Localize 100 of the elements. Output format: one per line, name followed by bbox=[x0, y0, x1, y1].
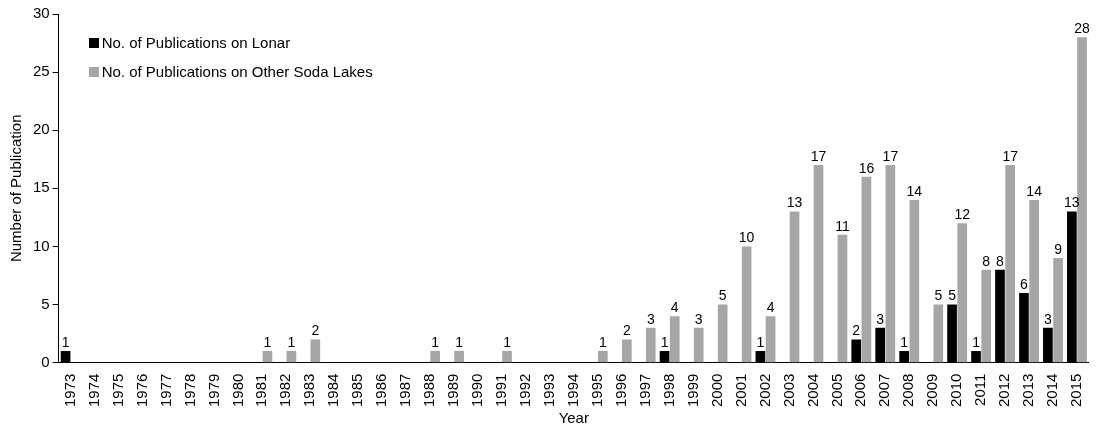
bar bbox=[1053, 258, 1063, 363]
data-label: 1 bbox=[287, 333, 296, 350]
data-label: 1 bbox=[431, 333, 440, 350]
bar bbox=[837, 234, 848, 363]
x-tick-label: 1995 bbox=[587, 373, 605, 408]
y-tick-label: 0 bbox=[41, 352, 50, 370]
data-label: 1 bbox=[503, 333, 512, 350]
x-tick-label: 2006 bbox=[851, 373, 869, 408]
data-label: 11 bbox=[835, 217, 850, 234]
data-label: 3 bbox=[694, 310, 703, 327]
x-tick-label: 2000 bbox=[707, 373, 725, 408]
x-tick-label: 2015 bbox=[1067, 373, 1085, 408]
y-tick-label: 10 bbox=[33, 236, 50, 254]
data-label: 5 bbox=[718, 287, 727, 304]
bar bbox=[598, 351, 608, 363]
bar bbox=[909, 199, 920, 363]
y-tick-label: 25 bbox=[33, 62, 50, 80]
x-tick-label: 1974 bbox=[84, 373, 102, 408]
data-label: 1 bbox=[660, 333, 669, 350]
bar bbox=[717, 304, 728, 363]
data-label: 1 bbox=[455, 333, 464, 350]
bar bbox=[1077, 37, 1087, 363]
data-label: 13 bbox=[786, 194, 803, 211]
x-tick-label: 1984 bbox=[324, 373, 342, 408]
x-tick-label: 1992 bbox=[516, 373, 534, 408]
data-label: 5 bbox=[948, 287, 957, 304]
x-tick-label: 1978 bbox=[180, 373, 198, 408]
x-tick-label: 2013 bbox=[1019, 373, 1037, 408]
data-label: 1 bbox=[61, 333, 70, 350]
bar bbox=[765, 316, 776, 363]
bar bbox=[693, 327, 704, 363]
x-tick-label: 1988 bbox=[420, 373, 438, 408]
x-tick-label: 1986 bbox=[372, 373, 390, 408]
x-tick-label: 1985 bbox=[348, 373, 366, 408]
data-label: 10 bbox=[738, 229, 755, 246]
data-label: 1 bbox=[900, 333, 909, 350]
bar bbox=[861, 176, 872, 363]
bar bbox=[1005, 165, 1015, 363]
data-label: 17 bbox=[1002, 147, 1019, 164]
data-label: 2 bbox=[311, 322, 320, 339]
x-tick-label: 1993 bbox=[539, 373, 557, 408]
y-tick-label: 20 bbox=[33, 120, 50, 138]
data-label: 16 bbox=[858, 159, 875, 176]
x-tick-label: 2012 bbox=[995, 373, 1013, 408]
bar bbox=[454, 351, 464, 363]
data-label: 14 bbox=[1026, 182, 1043, 199]
data-label: 5 bbox=[934, 287, 943, 304]
data-label: 28 bbox=[1074, 20, 1091, 37]
x-tick-label: 1994 bbox=[563, 373, 581, 408]
x-tick-label: 2009 bbox=[923, 373, 941, 408]
data-label: 4 bbox=[670, 299, 679, 316]
x-tick-label: 1991 bbox=[492, 373, 510, 408]
x-tick-label: 1998 bbox=[659, 373, 677, 408]
data-label: 1 bbox=[598, 333, 607, 350]
x-tick-label: 1983 bbox=[300, 373, 318, 408]
x-tick-label: 1975 bbox=[108, 373, 126, 408]
y-tick-label: 15 bbox=[33, 178, 50, 196]
data-label: 1 bbox=[756, 333, 765, 350]
x-tick-label: 1990 bbox=[468, 373, 486, 408]
data-label: 8 bbox=[996, 252, 1005, 269]
x-tick-label: 1982 bbox=[276, 373, 294, 408]
data-label: 17 bbox=[810, 147, 827, 164]
x-tick-label: 2004 bbox=[803, 373, 821, 408]
x-tick-label: 2014 bbox=[1043, 373, 1061, 408]
bar bbox=[669, 316, 680, 363]
y-tick-label: 30 bbox=[33, 4, 50, 22]
bar bbox=[813, 165, 824, 363]
bar bbox=[262, 351, 273, 363]
x-tick-label: 1981 bbox=[252, 373, 270, 408]
data-label: 2 bbox=[852, 322, 861, 339]
bar bbox=[885, 165, 896, 363]
legend-label: No. of Publications on Other Soda Lakes bbox=[101, 63, 373, 80]
x-tick-label: 2003 bbox=[779, 373, 797, 408]
y-axis-title: Number of Publication bbox=[7, 114, 25, 263]
x-tick-label: 1979 bbox=[204, 373, 222, 408]
bar bbox=[310, 339, 321, 363]
data-label: 3 bbox=[876, 310, 885, 327]
x-tick-label: 2002 bbox=[755, 373, 773, 408]
bar bbox=[741, 246, 752, 363]
data-label: 13 bbox=[1064, 194, 1080, 211]
bar bbox=[957, 223, 968, 363]
x-tick-label: 1999 bbox=[683, 373, 701, 408]
x-tick-label: 2011 bbox=[971, 373, 989, 406]
bar bbox=[1029, 199, 1039, 363]
data-label: 14 bbox=[906, 182, 923, 199]
y-tick-label: 5 bbox=[41, 294, 50, 312]
data-label: 4 bbox=[766, 299, 775, 316]
x-tick-label: 1976 bbox=[132, 373, 150, 408]
x-tick-label: 1987 bbox=[396, 373, 414, 408]
data-label: 3 bbox=[1044, 310, 1052, 327]
x-tick-label: 1989 bbox=[444, 373, 462, 408]
data-label: 2 bbox=[622, 322, 631, 339]
data-label: 1 bbox=[263, 333, 272, 350]
bar bbox=[502, 351, 512, 363]
bar bbox=[933, 304, 944, 363]
x-tick-label: 2008 bbox=[899, 373, 917, 408]
bar bbox=[286, 351, 297, 363]
bar bbox=[981, 269, 992, 363]
data-label: 1 bbox=[972, 333, 981, 350]
x-tick-label: 2007 bbox=[875, 373, 893, 408]
